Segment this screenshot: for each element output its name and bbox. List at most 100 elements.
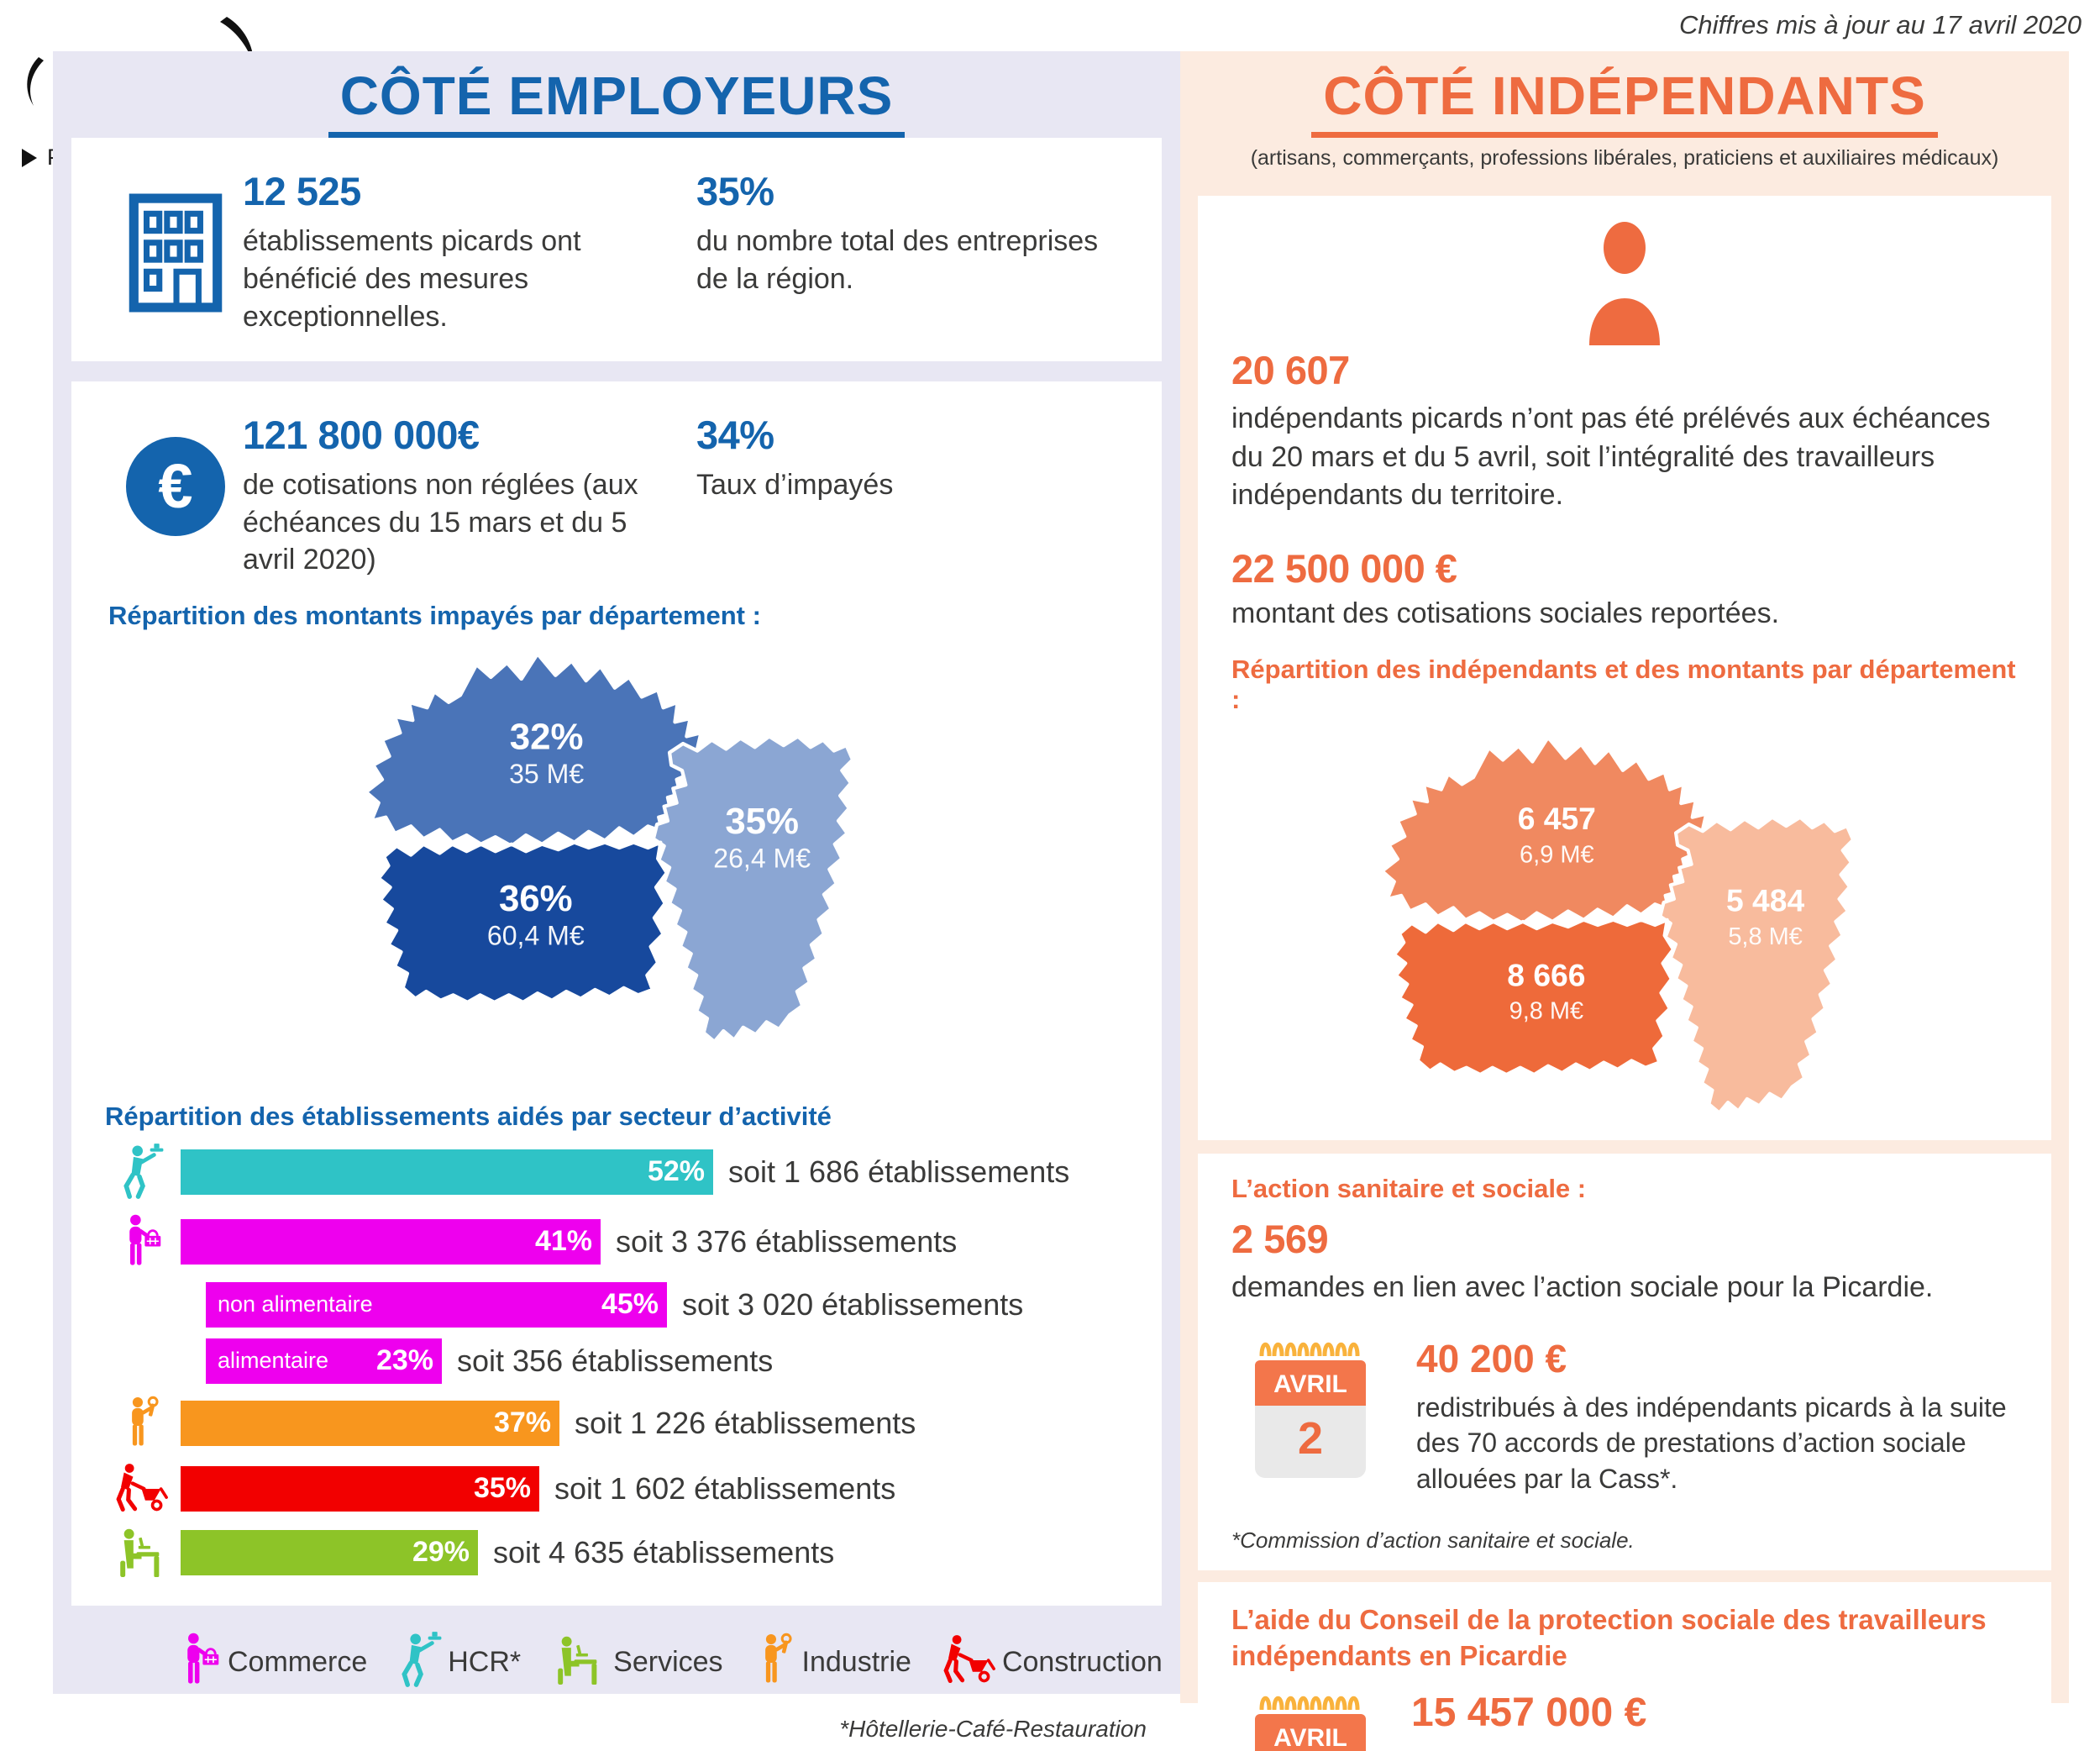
bar-count-label: soit 3 020 établissements (682, 1286, 1024, 1322)
independents-card-main: 20 607 indépendants picards n’ont pas ét… (1198, 196, 2051, 1141)
department-amount: 60,4 M€ (487, 921, 585, 951)
bar-count-label: soit 356 établissements (457, 1343, 774, 1378)
sector-bar: 52% (181, 1149, 713, 1195)
bar-percentage: 23% (375, 1344, 433, 1377)
sectors-card: Répartition des établissements aidés par… (71, 1077, 1162, 1606)
hcr-icon (399, 1631, 443, 1694)
industrie-icon (105, 1395, 181, 1452)
bar-sublabel: alimentaire (218, 1348, 329, 1374)
legend-label: Construction (1001, 1645, 1163, 1678)
sector-bar-row: 29% soit 4 635 établissements (105, 1526, 1128, 1580)
picardie-map: 32%35 M€ 35%26,4 M€ 36%60,4 M€ (364, 652, 855, 1044)
sector-bar-row: 52% soit 1 686 établissements (105, 1143, 1128, 1202)
calendar-day: 2 (1255, 1405, 1366, 1478)
cpsti-desc: redistribués à 18 512 artisans et commer… (1411, 1744, 2018, 1751)
establishments-share-desc: du nombre total des entreprises de la ré… (696, 225, 1099, 295)
commerce-icon (105, 1212, 181, 1271)
employers-panel: CÔTÉ EMPLOYEURS 12 525 établissements pi… (53, 51, 1180, 1742)
independents-desc: indépendants picards n’ont pas été prélé… (1231, 402, 1991, 512)
establishments-desc: établissements picards ont bénéficié des… (243, 225, 581, 333)
bar-percentage: 35% (473, 1472, 531, 1505)
cpsti-heading: L’aide du Conseil de la protection socia… (1231, 1604, 1987, 1672)
employers-title: CÔTÉ EMPLOYEURS (328, 65, 906, 138)
calendar-spiral (1259, 1696, 1360, 1712)
legend-item-hcr: HCR* (399, 1631, 521, 1694)
grant-desc: redistribués à des indépendants picards … (1416, 1391, 2007, 1495)
department-oise (376, 840, 669, 1005)
bar-count-label: soit 3 376 établissements (616, 1223, 958, 1259)
postponed-amount: 22 500 000 € (1231, 545, 1457, 591)
independents-map-title: Répartition des indépendants et des mont… (1231, 655, 2016, 715)
legend-label: Commerce (228, 1645, 368, 1678)
bar-sublabel: non alimentaire (218, 1291, 373, 1317)
construction-icon (105, 1463, 181, 1515)
legend-item-industrie: Industrie (755, 1632, 911, 1693)
bar-percentage: 45% (601, 1288, 659, 1321)
bar-percentage: 52% (647, 1155, 705, 1188)
independents-count: 20 607 (1231, 348, 1350, 392)
logo-swoosh-left (27, 57, 44, 106)
department-somme (1380, 735, 1709, 926)
unpaid-amount: 121 800 000€ (243, 412, 480, 457)
department-amount: 9,8 M€ (1509, 998, 1584, 1025)
social-action-count: 2 569 (1231, 1217, 1329, 1262)
social-action-desc: demandes en lien avec l’action sociale p… (1231, 1271, 1934, 1304)
independents-subtitle: (artisans, commerçants, professions libé… (1250, 146, 1999, 170)
sector-bar-row: 37% soit 1 226 établissements (105, 1395, 1128, 1452)
employers-map-title: Répartition des montants impayés par dép… (108, 601, 761, 631)
cpsti-amount: 15 457 000 € (1411, 1691, 1647, 1735)
calendar-spiral (1259, 1342, 1360, 1358)
bar-count-label: soit 1 686 établissements (728, 1154, 1070, 1189)
department-amount: 26,4 M€ (713, 844, 811, 874)
independents-map: 6 457 6,9 M€ 5 484 5,8 M€ 8 666 9,8 M€ (1231, 723, 2018, 1123)
cpsti-card: L’aide du Conseil de la protection socia… (1198, 1582, 2051, 1751)
industrie-icon (755, 1632, 797, 1693)
person-icon (1231, 221, 2018, 347)
bar-count-label: soit 4 635 établissements (493, 1534, 835, 1570)
calendar-month: AVRIL (1255, 1714, 1366, 1751)
legend-label: Services (613, 1645, 723, 1678)
sector-bar: alimentaire 23% (206, 1338, 442, 1384)
department-aisne (1658, 815, 1856, 1115)
cass-footnote: *Commission d’action sanitaire et social… (1231, 1528, 1635, 1554)
triangle-icon (22, 148, 37, 167)
logo-swoosh-right (220, 17, 254, 64)
sector-bar-row: non alimentaire 45% soit 3 020 établisseme… (105, 1281, 1128, 1328)
legend-item-construction: Construction (943, 1634, 1163, 1691)
employers-card-measures: 12 525 établissements picards ont bénéfi… (71, 138, 1162, 361)
cpsti-grant: AVRIL 27 15 457 000 € redistribués à 18 … (1231, 1690, 2018, 1751)
unpaid-desc: de cotisations non réglées (aux échéance… (243, 468, 638, 576)
establishments-count: 12 525 (243, 169, 361, 213)
department-value: 8 666 (1507, 958, 1585, 993)
unpaid-rate: 34% (696, 412, 774, 457)
employers-map: 32% 35 M€ 35% 26,4 M€ 36% 60,4 M€ (108, 639, 1125, 1053)
commerce-icon (179, 1631, 223, 1694)
calendar-icon-april-27: AVRIL 27 (1255, 1690, 1366, 1751)
sector-bar: 29% (181, 1529, 478, 1575)
establishments-share: 35% (696, 169, 774, 213)
sector-bar-row: 35% soit 1 602 établissements (105, 1463, 1128, 1515)
bar-percentage: 41% (534, 1225, 592, 1258)
calendar-icon-april-2: AVRIL 2 (1255, 1336, 1366, 1478)
sector-bar: 41% (181, 1218, 601, 1265)
department-amount: 6,9 M€ (1520, 842, 1594, 869)
department-value: 32% (510, 717, 584, 758)
services-icon (105, 1526, 181, 1580)
independents-panel: CÔTÉ INDÉPENDANTS (artisans, commerçants… (1180, 51, 2069, 1751)
sectors-title: Répartition des établissements aidés par… (105, 1101, 832, 1131)
sectors-bar-chart: 52% soit 1 686 établissements 41% soit 3 37… (105, 1143, 1128, 1580)
independents-title: CÔTÉ INDÉPENDANTS (1311, 65, 1938, 138)
sector-bar-row: 41% soit 3 376 établissements (105, 1212, 1128, 1271)
hcr-footnote: *Hôtellerie-Café-Restauration (839, 1715, 1147, 1742)
sector-bar-row: alimentaire 23% soit 356 établissements (105, 1338, 1128, 1384)
sector-bar: 35% (181, 1465, 539, 1512)
department-amount: 35 M€ (509, 759, 584, 789)
department-amount: 5,8 M€ (1728, 923, 1803, 950)
sectors-legend: Commerce HCR* Services Industrie Constructio… (179, 1631, 1163, 1694)
department-value: 6 457 (1518, 801, 1596, 836)
picardie-map: 6 457 6,9 M€ 5 484 5,8 M€ 8 666 9,8 M€ (1380, 735, 1856, 1115)
hcr-icon (105, 1143, 181, 1202)
employers-card-unpaid: € 121 800 000€ de cotisations non réglée… (71, 381, 1162, 1078)
calendar-month: AVRIL (1255, 1359, 1366, 1406)
